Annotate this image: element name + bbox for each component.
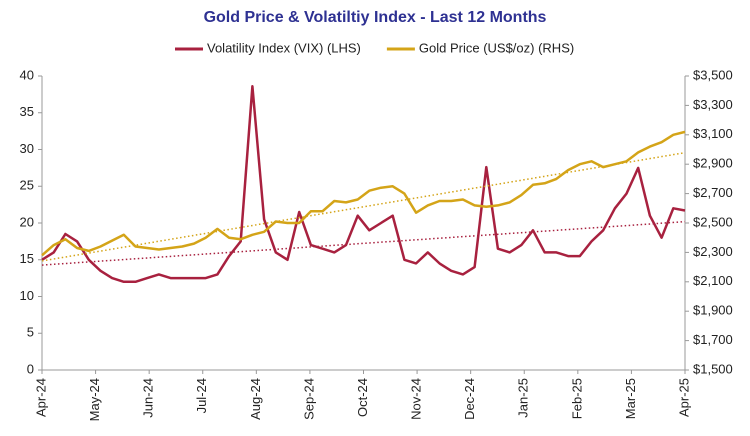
y-tick-label: 25 (20, 178, 34, 193)
y2-tick-label: $2,900 (693, 156, 733, 171)
x-tick-label: Dec-24 (462, 378, 477, 420)
y2-tick-label: $2,500 (693, 214, 733, 229)
x-tick-label: Oct-24 (355, 378, 370, 417)
x-tick-label: May-24 (87, 378, 102, 421)
y2-tick-label: $2,100 (693, 273, 733, 288)
x-tick-label: Sep-24 (301, 378, 316, 420)
x-tick-label: Feb-25 (569, 378, 584, 419)
x-tick-label: Apr-25 (676, 378, 691, 417)
y-tick-label: 5 (27, 325, 34, 340)
y2-tick-label: $3,500 (693, 67, 733, 82)
y-tick-label: 15 (20, 251, 34, 266)
x-tick-label: Apr-24 (33, 378, 48, 417)
y2-tick-label: $1,900 (693, 303, 733, 318)
series-line (41, 130, 686, 257)
chart-title: Gold Price & Volatiltiy Index - Last 12 … (204, 9, 547, 26)
x-tick-label: Jan-25 (516, 378, 531, 418)
y-tick-label: 10 (20, 288, 34, 303)
x-tick-label: Nov-24 (409, 378, 424, 420)
y-tick-label: 30 (20, 141, 34, 156)
y-tick-label: 40 (20, 67, 34, 82)
x-tick-label: Jul-24 (194, 378, 209, 413)
trend-line (41, 151, 686, 262)
trend-line (41, 220, 686, 266)
y-tick-label: 35 (20, 104, 34, 119)
y2-tick-label: $2,700 (693, 185, 733, 200)
series-line (41, 85, 686, 284)
legend-label: Gold Price (US$/oz) (RHS) (419, 40, 574, 55)
y2-tick-label: $1,700 (693, 332, 733, 347)
x-tick-label: Jun-24 (141, 378, 156, 418)
y2-tick-label: $3,300 (693, 97, 733, 112)
y-tick-label: 0 (27, 361, 34, 376)
y2-tick-label: $3,100 (693, 126, 733, 141)
y2-tick-label: $2,300 (693, 244, 733, 259)
x-tick-label: Mar-25 (623, 378, 638, 419)
y2-tick-label: $1,500 (693, 361, 733, 376)
x-tick-label: Aug-24 (248, 378, 263, 420)
legend-label: Volatility Index (VIX) (LHS) (207, 40, 361, 55)
y-tick-label: 20 (20, 214, 34, 229)
